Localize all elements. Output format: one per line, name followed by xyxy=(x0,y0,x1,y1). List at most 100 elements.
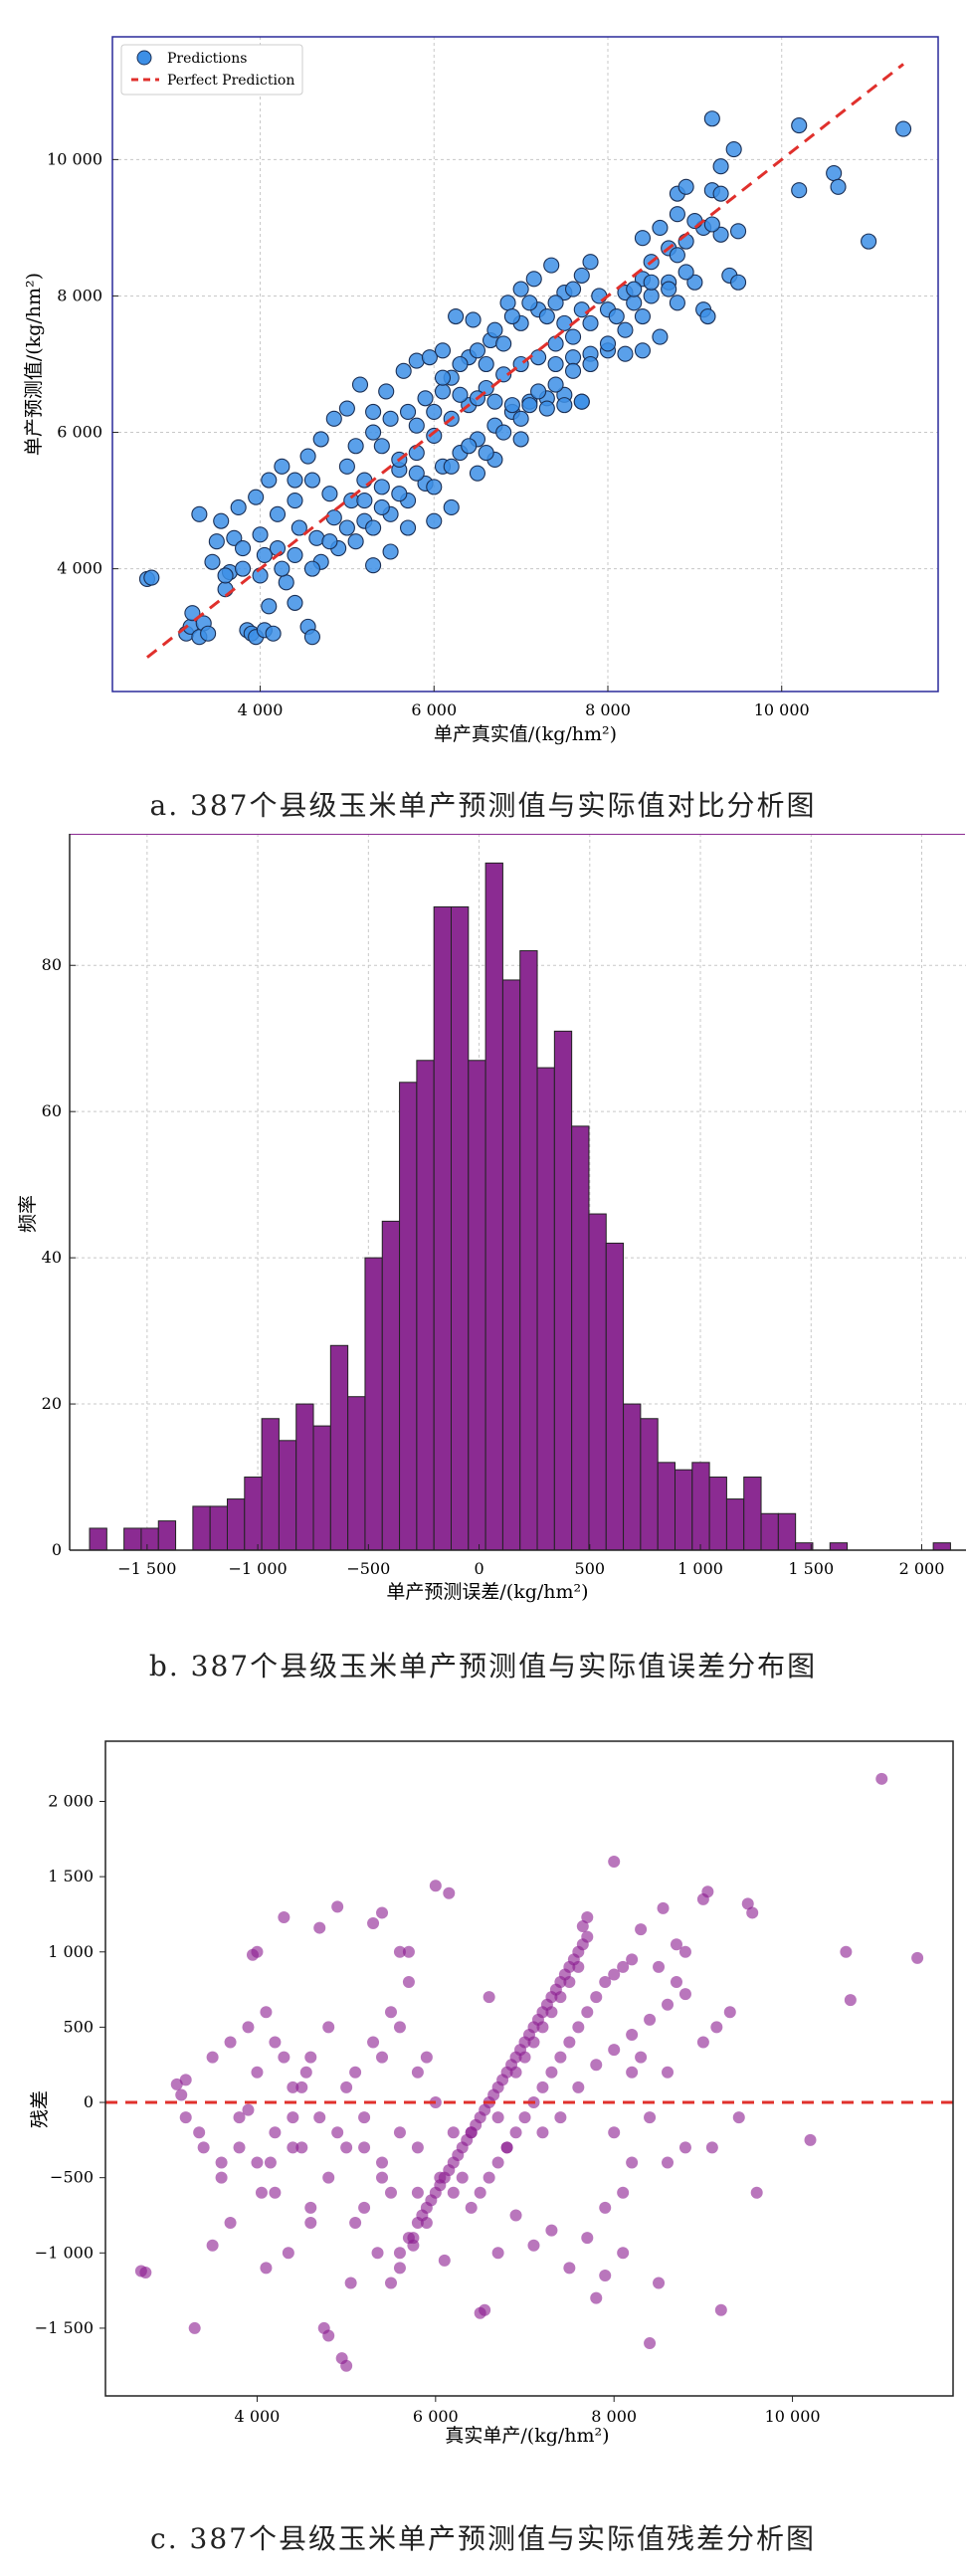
prediction-point xyxy=(465,311,482,328)
residual-point xyxy=(278,2051,290,2064)
prediction-point xyxy=(382,410,399,427)
residual-point xyxy=(344,2277,357,2289)
residual-point xyxy=(518,2111,531,2124)
residual-point xyxy=(224,2036,237,2049)
prediction-point xyxy=(452,355,469,373)
residual-point xyxy=(479,2303,491,2316)
prediction-point xyxy=(703,110,720,127)
residual-point xyxy=(193,2126,206,2139)
prediction-point xyxy=(299,448,316,465)
residual-point xyxy=(844,1994,857,2007)
residual-point xyxy=(255,2186,268,2199)
residual-point xyxy=(608,1856,621,1869)
prediction-point xyxy=(213,512,230,529)
prediction-point xyxy=(434,383,452,400)
prediction-point xyxy=(626,281,643,297)
histogram-bar xyxy=(89,1527,107,1551)
histogram-bar xyxy=(244,1477,263,1551)
prediction-point xyxy=(521,397,538,414)
histogram-bar xyxy=(501,979,521,1551)
residual-point xyxy=(452,2148,465,2161)
prediction-point xyxy=(356,472,373,489)
prediction-point xyxy=(556,314,573,331)
residual-point xyxy=(371,2247,384,2260)
y-tick-label: 1 000 xyxy=(48,1942,94,1961)
prediction-point xyxy=(391,486,408,502)
residual-point xyxy=(224,2217,237,2230)
residual-point xyxy=(287,2111,299,2124)
histogram-bar xyxy=(484,862,503,1551)
prediction-point xyxy=(512,431,529,448)
prediction-point xyxy=(303,560,320,577)
histogram-bar xyxy=(571,1125,590,1551)
residual-point xyxy=(411,2066,424,2079)
residual-point xyxy=(456,2171,469,2184)
prediction-point xyxy=(208,533,225,550)
histogram-bar xyxy=(140,1527,159,1551)
residual-point xyxy=(563,2036,576,2049)
residual-point xyxy=(465,2201,478,2214)
prediction-point xyxy=(321,533,338,550)
residual-point xyxy=(626,2156,639,2169)
residual-point xyxy=(264,2156,277,2169)
prediction-point xyxy=(426,403,443,421)
residual-point xyxy=(581,1910,594,1923)
histogram-bar xyxy=(829,1542,849,1551)
residual-point xyxy=(696,2036,709,2049)
residual-point xyxy=(411,2186,424,2199)
prediction-point xyxy=(312,431,329,448)
residual-point xyxy=(429,1880,442,1892)
prediction-point xyxy=(703,216,720,233)
residual-point xyxy=(443,1886,456,1899)
prediction-point xyxy=(204,553,221,570)
prediction-point xyxy=(191,505,208,522)
prediction-point xyxy=(426,427,443,445)
residual-point xyxy=(599,1976,612,1989)
residual-point xyxy=(287,2141,299,2154)
x-tick-label: 4 000 xyxy=(238,700,284,719)
prediction-point xyxy=(699,307,716,325)
histogram-bar xyxy=(588,1213,607,1551)
residual-point xyxy=(474,2186,486,2199)
residual-point xyxy=(662,1998,675,2011)
histogram-bar xyxy=(691,1462,710,1551)
prediction-point xyxy=(543,257,560,274)
residual-point xyxy=(599,2269,612,2281)
residual-point xyxy=(644,2111,657,2124)
histogram-bar xyxy=(708,1477,727,1551)
prediction-point xyxy=(861,233,877,250)
chart-c-ticks: 4 000 6 000 8 000 10 000 −1 500 −1 000 −500 0 50… xyxy=(35,1792,821,2426)
prediction-point xyxy=(303,629,320,646)
prediction-point xyxy=(652,219,669,236)
residual-point xyxy=(376,2051,389,2064)
prediction-point xyxy=(547,295,564,311)
residual-point xyxy=(617,2186,630,2199)
prediction-point xyxy=(634,230,651,247)
residual-point xyxy=(741,1897,754,1910)
residual-point xyxy=(662,2156,675,2169)
residual-point xyxy=(179,2074,192,2086)
prediction-point xyxy=(712,226,729,243)
prediction-point xyxy=(230,498,247,515)
residual-point xyxy=(875,1772,888,1785)
prediction-point xyxy=(669,247,685,264)
histogram-bar xyxy=(605,1242,625,1551)
residual-point xyxy=(304,2201,317,2214)
residual-point xyxy=(635,2051,648,2064)
histogram-bar xyxy=(209,1505,228,1551)
prediction-point xyxy=(265,625,282,642)
residual-point xyxy=(483,1991,495,2004)
histogram-bar xyxy=(261,1418,280,1551)
y-tick-label: 40 xyxy=(42,1248,62,1267)
prediction-point xyxy=(677,178,694,195)
residual-point xyxy=(678,1945,691,1958)
residual-point xyxy=(514,2044,527,2057)
prediction-point xyxy=(791,182,808,199)
prediction-point xyxy=(530,383,547,400)
histogram-bar xyxy=(381,1220,401,1551)
prediction-point xyxy=(634,342,651,359)
prediction-point xyxy=(573,393,590,410)
residual-point xyxy=(470,2118,483,2131)
residual-point xyxy=(313,2111,326,2124)
residual-point xyxy=(804,2133,817,2146)
